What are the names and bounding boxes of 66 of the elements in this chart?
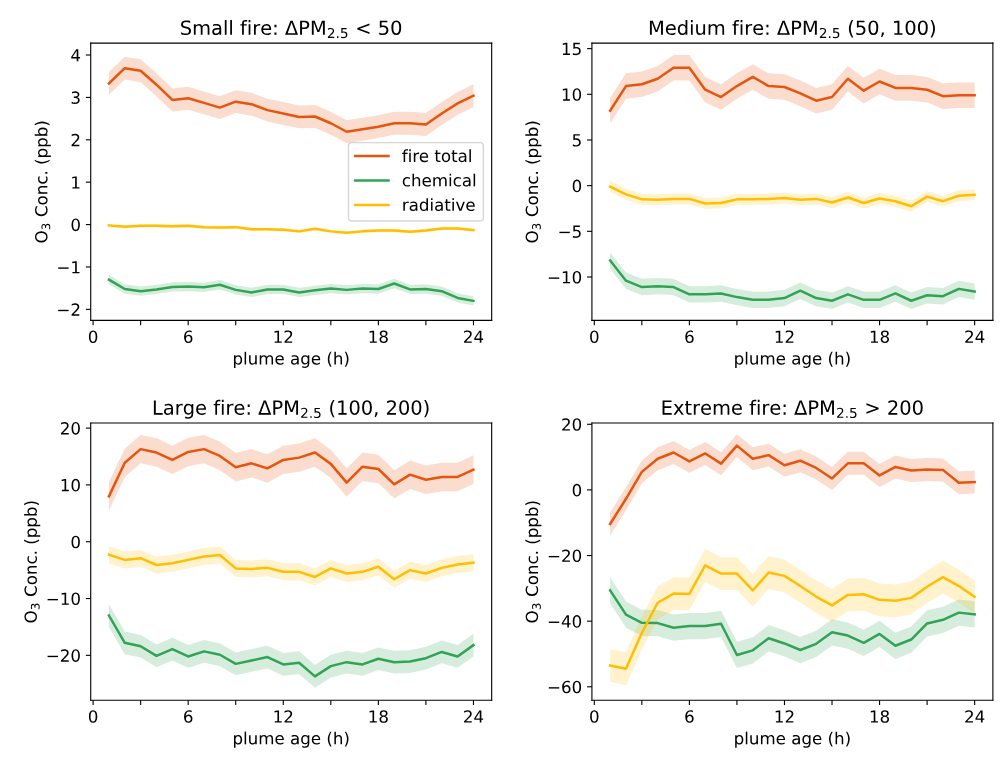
y-tick-label: 0 [71,535,80,549]
legend-label: fire total [402,149,471,163]
legend-label: chemical [402,173,476,187]
x-tick-label: 24 [464,330,484,343]
x-tick-label: 0 [590,330,599,344]
chart-title: Small fire: ΔPM$_{2.5}$ < 50 [181,20,402,39]
x-axis-title: plume age (h) [735,351,850,368]
x-axis-title: plume age (h) [735,731,850,748]
y-tick-label: 10 [562,88,582,101]
legend-label: radiative [403,198,475,212]
x-tick-label: 12 [274,330,293,343]
y-tick-label: −20 [47,649,80,662]
chart-title: Medium fire: ΔPM$_{2.5}$ (50, 100) [649,20,935,39]
y-axis-title: O$_{3}$ Conc. (ppb) [525,121,542,243]
x-tick-label: 6 [685,710,694,723]
y-tick-label: 3 [71,91,80,104]
x-tick-label: 0 [88,330,98,344]
x-tick-label: 12 [775,330,794,343]
line-series [107,447,475,498]
y-tick-label: 4 [71,49,81,62]
x-tick-label: 0 [590,710,599,723]
x-tick-label: 18 [870,330,890,344]
x-tick-label: 24 [464,710,484,723]
x-tick-label: 18 [369,330,388,344]
y-tick-label: −1 [58,261,80,274]
y-axis-title: O$_{3}$ Conc. (ppb) [24,501,41,623]
x-tick-label: 6 [184,710,193,723]
x-tick-label: 6 [685,330,694,344]
y-tick-label: −20 [548,549,582,563]
x-tick-label: 18 [870,710,890,723]
y-tick-label: −60 [548,680,582,694]
y-tick-label: 1 [72,176,80,189]
y-tick-label: 15 [562,42,581,56]
y-tick-label: −40 [548,615,582,628]
y-tick-label: −2 [58,303,80,316]
y-tick-label: 10 [61,478,80,492]
line-series [608,66,976,112]
y-tick-label: 20 [562,418,582,431]
x-tick-label: 0 [88,710,98,723]
x-axis-title: plume age (h) [233,731,349,748]
chart-title: Large fire: ΔPM$_{2.5}$ (100, 200) [153,399,429,419]
chart-title: Extreme fire: ΔPM$_{2.5}$ > 200 [662,399,923,419]
y-tick-label: 0 [572,483,582,497]
x-tick-label: 24 [965,330,985,343]
x-tick-label: 6 [184,330,193,344]
y-tick-label: 5 [572,134,581,147]
y-tick-label: 0 [71,218,80,232]
y-tick-label: −5 [559,225,581,238]
line-series [608,259,976,303]
y-tick-label: −10 [47,592,80,606]
line-series [107,553,475,581]
y-axis-title: O$_{3}$ Conc. (ppb) [525,501,542,623]
y-tick-label: 0 [572,179,582,193]
x-tick-label: 18 [369,710,388,723]
y-tick-label: 20 [61,422,80,435]
line-series [107,614,475,678]
x-tick-label: 12 [775,710,794,723]
x-tick-label: 24 [965,710,985,723]
x-tick-label: 12 [274,710,293,723]
line-series [608,444,976,526]
x-axis-title: plume age (h) [233,351,349,368]
y-tick-label: 2 [71,133,80,147]
y-axis-title: O$_{3}$ Conc. (ppb) [34,121,51,243]
line-series [107,66,475,133]
line-series [608,589,976,657]
y-tick-label: −10 [548,270,582,284]
